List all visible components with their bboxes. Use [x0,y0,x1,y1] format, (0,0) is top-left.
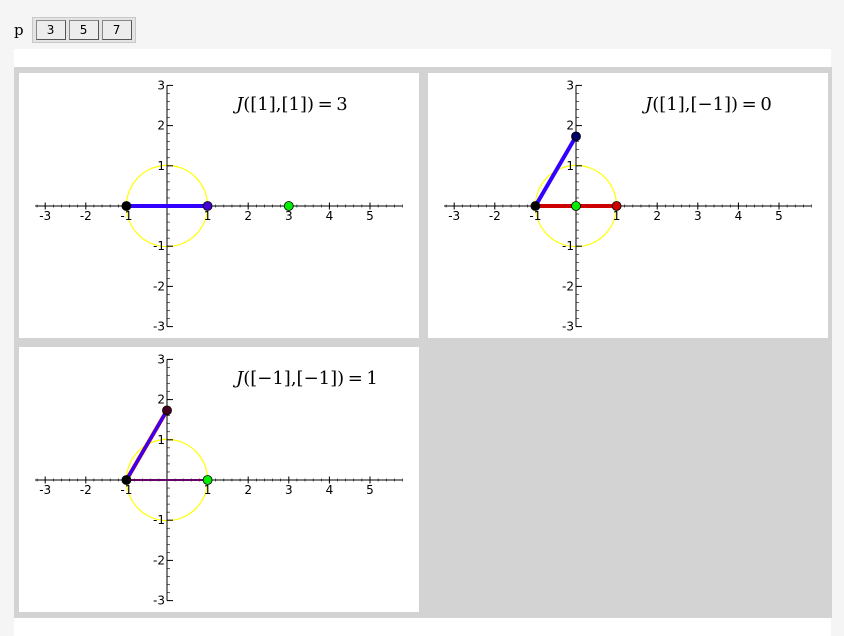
x-tick-label: 2 [244,209,252,223]
x-tick-label: 2 [244,483,252,497]
plot-panel-3: -3 -2 -1 1 2 3 4 5 -3 -2 -1 1 2 3 J([−1],[−1]) = 1 [19,347,419,612]
p-button-group: 3 5 7 [31,17,136,43]
x-tick-label: 5 [775,209,783,223]
plot-2-svg: -3 -2 -1 1 2 3 4 5 -3 -2 -1 1 2 3 J([1],[−1]) = 0 [444,78,812,334]
y-tick-label: -2 [153,553,165,567]
x-tick-label: -2 [80,209,92,223]
x-tick-label: 3 [285,483,293,497]
data-point [162,405,172,416]
plot-title: J([1],[1]) = 3 [232,94,348,115]
chord-segment [124,408,169,482]
plot-panel-2: -3 -2 -1 1 2 3 4 5 -3 -2 -1 1 2 3 J([1],[−1]) = 0 [428,73,828,338]
plot-title-expression: ([1],[−1]) = 0 [652,94,772,115]
x-tick-label: -3 [39,209,51,223]
y-tick-label: 2 [157,393,165,407]
plot-title-expression: ([−1],[−1]) = 1 [243,368,378,389]
data-point [121,201,132,211]
y-tick-label: 3 [157,352,165,366]
x-tick-label: 4 [735,209,743,223]
y-tick-label: 1 [157,433,165,447]
x-tick-label: -1 [120,209,132,223]
data-point [611,201,622,211]
y-tick-label: 3 [566,78,574,92]
x-tick-label: 1 [204,483,212,497]
x-tick-label: 4 [326,209,334,223]
y-tick-label: -3 [562,320,574,334]
data-point [571,201,581,211]
x-tick-label: 3 [285,209,293,223]
data-point [202,475,213,485]
y-tick-label: -2 [562,279,574,293]
plot-title: J([1],[−1]) = 0 [641,94,772,115]
y-tick-label: 3 [157,78,165,92]
x-tick-label: 3 [694,209,702,223]
data-point [202,201,213,211]
x-tick-label: -1 [529,209,541,223]
chord-segment [533,134,578,208]
x-tick-label: 1 [613,209,621,223]
data-point [571,131,581,142]
p-button-5[interactable]: 5 [68,20,99,40]
x-tick-label: -3 [448,209,460,223]
plot-grid: -3 -2 -1 1 2 3 4 5 -3 -2 -1 1 2 3 J([1],[1]) = 3 -3 -2-… [14,67,832,618]
x-tick-label: -2 [489,209,501,223]
y-tick-label: -3 [153,594,165,608]
y-tick-label: -1 [153,513,165,527]
p-button-7[interactable]: 7 [101,20,132,40]
x-tick-label: 5 [366,483,374,497]
x-tick-label: -3 [39,483,51,497]
plot-title-function: J [232,94,245,115]
p-label: p [14,21,24,39]
data-point [121,475,132,485]
x-tick-label: 1 [204,209,212,223]
output-top-margin [14,49,831,67]
interact-controls: p 3 5 7 [14,16,136,44]
plot-panel-1: -3 -2 -1 1 2 3 4 5 -3 -2 -1 1 2 3 J([1],[1]) = 3 [19,73,419,338]
y-tick-label: 2 [566,119,574,133]
plot-3-svg: -3 -2 -1 1 2 3 4 5 -3 -2 -1 1 2 3 J([−1],[−1]) = 1 [35,352,403,608]
plot-title-function: J [641,94,654,115]
y-tick-label: -3 [153,320,165,334]
x-tick-label: -1 [120,483,132,497]
y-tick-label: 2 [157,119,165,133]
p-button-3[interactable]: 3 [35,20,66,40]
output-bottom-margin [14,618,831,636]
y-tick-label: 1 [157,159,165,173]
data-point [283,201,294,211]
y-tick-label: 1 [566,159,574,173]
plot-title-expression: ([1],[1]) = 3 [243,94,347,115]
x-tick-label: -2 [80,483,92,497]
y-tick-label: -1 [562,239,574,253]
plot-title-function: J [232,368,245,389]
x-tick-label: 2 [653,209,661,223]
x-tick-label: 4 [326,483,334,497]
data-point [530,201,541,211]
y-tick-label: -1 [153,239,165,253]
y-tick-label: -2 [153,279,165,293]
plot-title: J([−1],[−1]) = 1 [232,368,378,389]
x-tick-label: 5 [366,209,374,223]
plot-1-svg: -3 -2 -1 1 2 3 4 5 -3 -2 -1 1 2 3 J([1],[1]) = 3 [35,78,403,334]
